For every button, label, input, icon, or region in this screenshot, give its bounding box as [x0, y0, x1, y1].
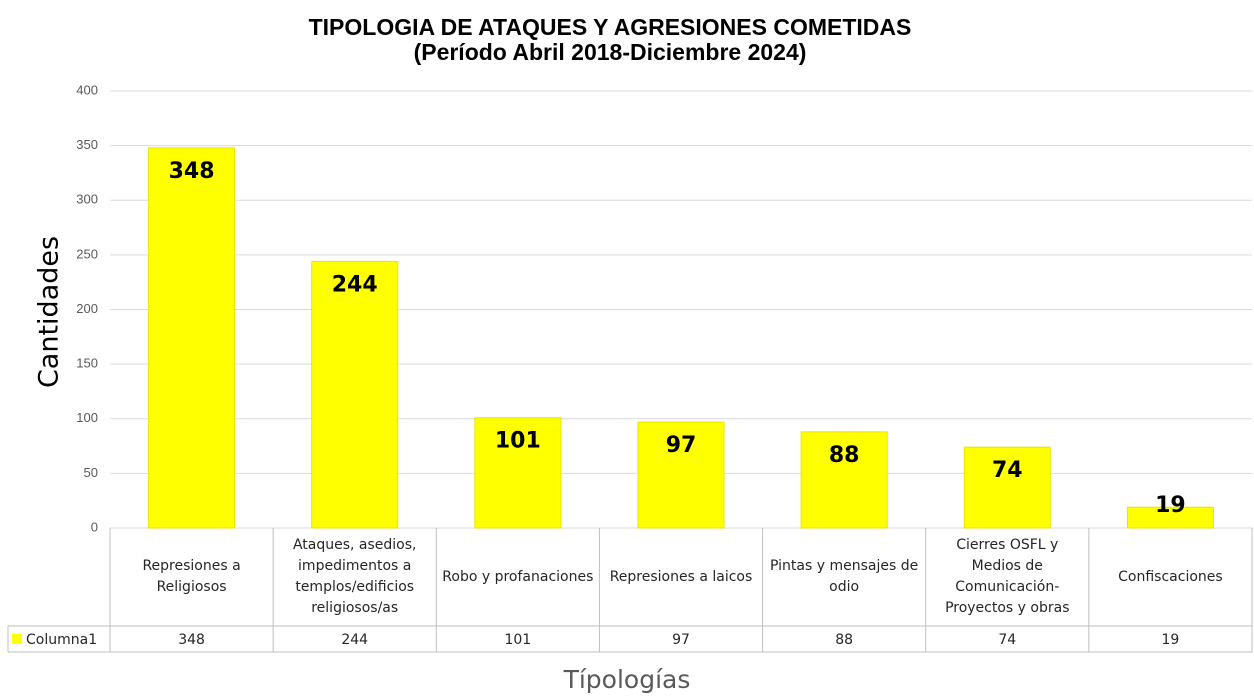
bar — [637, 421, 725, 529]
data-label: 101 — [495, 429, 541, 454]
x-tick-label: Confiscaciones — [1118, 568, 1223, 585]
x-tick-label: Cierres OSFL y Medios de Comunicación-Pr… — [945, 537, 1070, 616]
data-label: 74 — [992, 458, 1023, 483]
table-value: 97 — [672, 632, 690, 648]
x-tick-label: Robo y profanaciones — [442, 568, 594, 585]
table-value: 348 — [178, 632, 205, 648]
chart-subtitle: (Período Abril 2018-Diciembre 2024) — [414, 39, 807, 65]
y-tick-label: 0 — [91, 519, 98, 534]
x-axis-label: Típologías — [563, 665, 691, 694]
table-value: 74 — [998, 632, 1016, 648]
table-value: 19 — [1162, 632, 1180, 648]
data-label: 348 — [169, 159, 215, 184]
x-tick-label: Represiones a Religiosos — [142, 558, 241, 595]
y-tick-label: 300 — [76, 192, 98, 207]
x-tick-label: Represiones a laicos — [609, 568, 753, 585]
bar — [1126, 506, 1214, 529]
table-value: 244 — [341, 632, 368, 648]
bar — [311, 260, 399, 529]
y-tick-label: 200 — [76, 301, 98, 316]
legend-label: Columna1 — [26, 632, 97, 648]
y-tick-label: 400 — [76, 82, 98, 97]
bar — [800, 431, 888, 529]
y-tick-label: 350 — [76, 137, 98, 152]
data-label: 19 — [1155, 493, 1186, 518]
chart-title: TIPOLOGIA DE ATAQUES Y AGRESIONES COMETI… — [309, 14, 912, 40]
table-value: 88 — [835, 632, 853, 648]
legend-swatch — [12, 634, 22, 644]
y-tick-label: 100 — [76, 410, 98, 425]
table-value: 101 — [504, 632, 531, 648]
data-label: 88 — [829, 443, 860, 468]
y-tick-label: 250 — [76, 246, 98, 261]
y-axis-label: Cantidades — [34, 236, 65, 388]
bar — [474, 417, 562, 529]
bar — [148, 147, 236, 529]
y-tick-label: 50 — [84, 465, 98, 480]
x-tick-label: Pintas y mensajes de odio — [770, 558, 919, 595]
x-tick-label: Ataques, asedios, impedimentos a templos… — [292, 537, 417, 616]
y-tick-label: 150 — [76, 356, 98, 371]
bar — [963, 446, 1051, 529]
data-label: 97 — [666, 433, 697, 458]
data-label: 244 — [332, 272, 378, 297]
